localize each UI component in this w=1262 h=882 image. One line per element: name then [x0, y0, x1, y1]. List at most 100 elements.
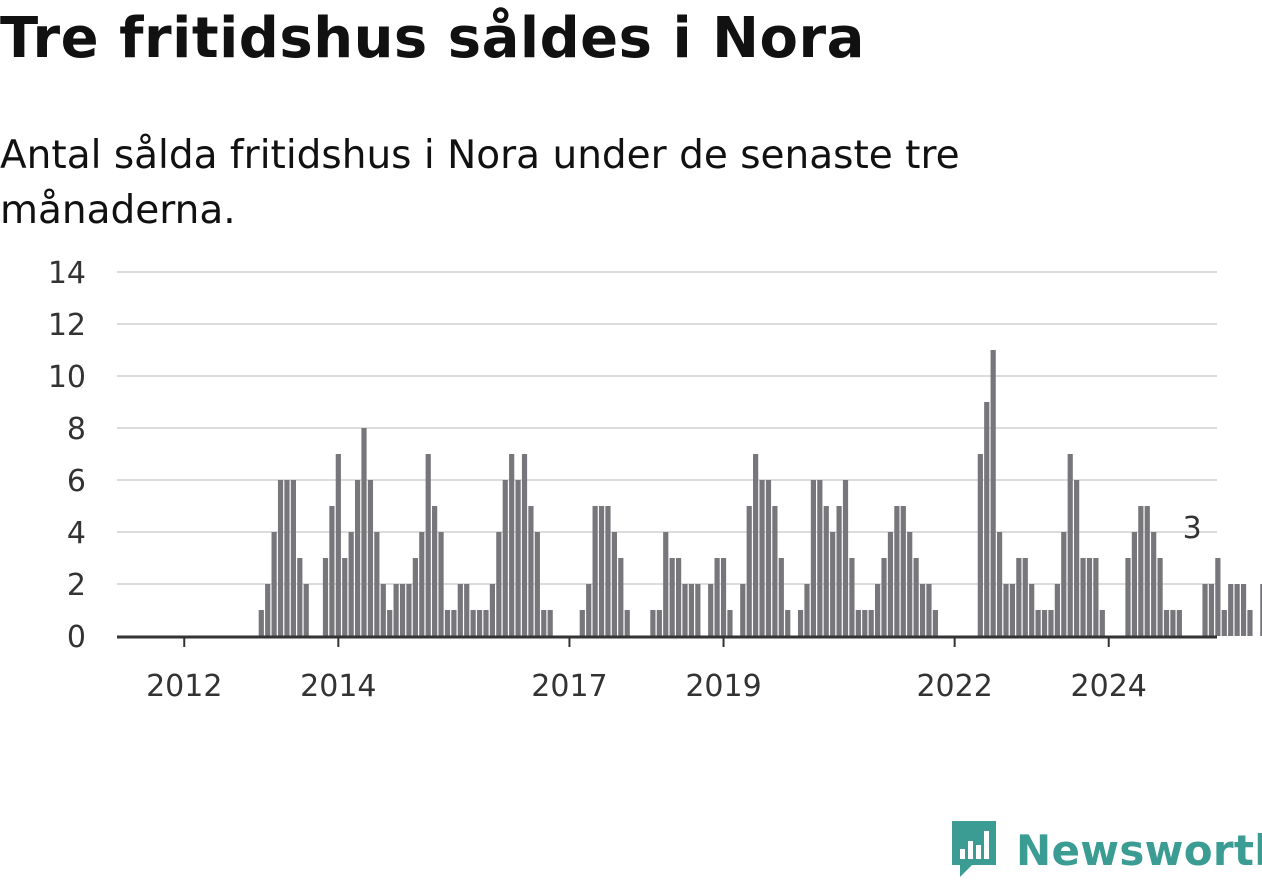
- bar: [611, 532, 617, 636]
- bar: [496, 532, 502, 636]
- bar: [605, 506, 611, 636]
- y-tick-label: 2: [67, 568, 86, 603]
- bar: [1035, 610, 1041, 636]
- bar: [271, 532, 277, 636]
- y-tick-label: 10: [48, 360, 86, 395]
- bar: [1138, 506, 1144, 636]
- y-tick-label: 14: [48, 256, 86, 291]
- bar: [1247, 610, 1253, 636]
- bar: [836, 506, 842, 636]
- bar: [284, 480, 290, 636]
- bar: [367, 480, 374, 636]
- bar: [875, 584, 881, 636]
- bar: [1029, 584, 1035, 636]
- bar: [1054, 584, 1060, 636]
- bar: [1176, 610, 1182, 636]
- bar: [1144, 506, 1150, 636]
- bar: [1061, 532, 1067, 636]
- bar: [586, 584, 592, 636]
- highlight-data-label: 3: [1183, 511, 1202, 546]
- bar: [830, 532, 836, 636]
- bar: [1202, 584, 1208, 636]
- x-tick-label: 2024: [1071, 669, 1147, 704]
- bar: [1125, 558, 1131, 636]
- bar: [881, 558, 887, 636]
- bar: [1080, 558, 1086, 636]
- bar: [842, 480, 849, 636]
- chart-title: Tre fritidshus såldes i Nora: [0, 6, 865, 71]
- bar: [1240, 584, 1247, 636]
- bar: [1228, 584, 1234, 636]
- bar: [425, 454, 431, 636]
- bar: [335, 454, 341, 636]
- chart-subtitle: Antal sålda fritidshus i Nora under de s…: [0, 133, 960, 233]
- x-tick-label: 2017: [531, 669, 607, 704]
- bar: [765, 480, 772, 636]
- bar: [509, 454, 515, 636]
- bar: [419, 532, 425, 636]
- bar: [1215, 558, 1221, 636]
- annotations: 3: [1183, 511, 1202, 546]
- bar: [277, 480, 284, 636]
- bar: [990, 350, 996, 636]
- bar: [810, 480, 817, 636]
- bar: [412, 558, 418, 636]
- bar: [804, 584, 810, 636]
- bar: [984, 402, 990, 636]
- bar: [1009, 584, 1016, 636]
- bar: [1099, 610, 1105, 636]
- bar: [361, 428, 367, 636]
- bar: [1170, 610, 1176, 636]
- bar: [1163, 610, 1170, 636]
- bar: [541, 610, 547, 636]
- bar: [785, 610, 791, 636]
- bar: [894, 506, 900, 636]
- bar: [592, 506, 598, 636]
- bar: [996, 532, 1003, 636]
- bar: [772, 506, 778, 636]
- bar: [740, 584, 746, 636]
- bar: [502, 480, 508, 636]
- bar: [1208, 584, 1215, 636]
- bar: [817, 480, 823, 636]
- bar: [926, 584, 932, 636]
- bar: [387, 610, 393, 636]
- bar: [322, 558, 329, 636]
- bar: [1086, 558, 1093, 636]
- bar: [380, 584, 386, 636]
- bar: [534, 532, 540, 636]
- bar: [650, 610, 656, 636]
- bar: [1074, 480, 1080, 636]
- bar: [708, 584, 714, 636]
- bar: [675, 558, 682, 636]
- newsworthy-logo-icon: [952, 821, 996, 877]
- bar: [759, 480, 765, 636]
- bar: [1048, 610, 1054, 636]
- bar: [432, 506, 438, 636]
- bar: [868, 610, 874, 636]
- bar: [618, 558, 624, 636]
- bar: [919, 584, 926, 636]
- x-tick-label: 2014: [300, 669, 376, 704]
- x-axis-labels: 2012 2014 2017 2019 2022 2024: [146, 638, 1147, 704]
- y-tick-label: 12: [48, 308, 86, 343]
- bar: [688, 584, 695, 636]
- bar: [778, 558, 784, 636]
- bar: [1157, 558, 1163, 636]
- bar: [297, 558, 303, 636]
- bar: [579, 610, 585, 636]
- bar: [797, 610, 804, 636]
- bar: [521, 454, 528, 636]
- bar: [1016, 558, 1022, 636]
- y-tick-label: 8: [67, 412, 86, 447]
- bar: [444, 610, 451, 636]
- bar: [348, 532, 354, 636]
- bar: [399, 584, 406, 636]
- bar: [663, 532, 669, 636]
- bar: [907, 532, 913, 636]
- bar: [476, 610, 483, 636]
- bar: [374, 532, 380, 636]
- bars: [258, 350, 1262, 636]
- bar: [489, 584, 496, 636]
